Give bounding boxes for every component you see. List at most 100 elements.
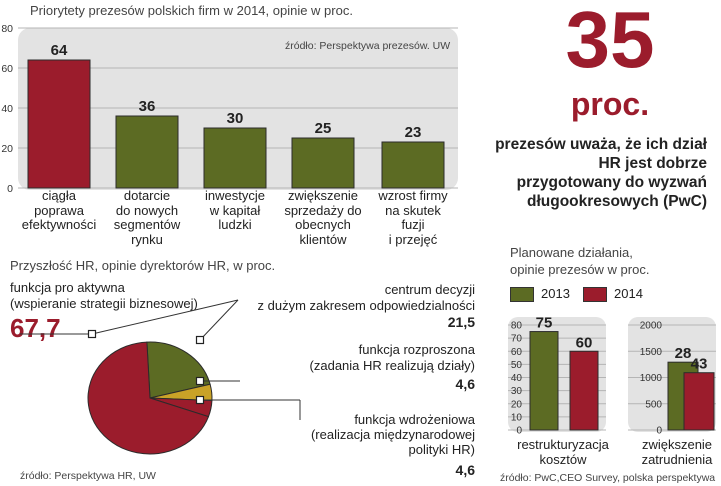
- headline-unit: proc.: [570, 86, 650, 122]
- chart1-category-line: klientów: [299, 231, 347, 247]
- chart1-bar: [381, 141, 445, 189]
- headline-text: prezesów uważa, że ich dział HR jest dob…: [495, 135, 707, 211]
- pie-value-decision: 21,5: [447, 314, 475, 330]
- chart3-legend: 2013 2014: [510, 285, 660, 305]
- chart3-ytick-label: 40: [511, 373, 523, 384]
- chart1-plot: 0 20 40 60 80 64 36 30 25 23: [1, 23, 458, 195]
- chart1-category-label: dotarcie do nowych segmentów rynku: [97, 188, 197, 247]
- chart1-category-line: do nowych: [115, 202, 179, 218]
- chart1-category-line: ciągła: [42, 188, 76, 203]
- chart1-ytick-label: 40: [1, 103, 13, 115]
- chart1-category-label: zwiększenie sprzedaży do obecnych klientów: [273, 188, 373, 247]
- pie-label-implementation-line2: (realizacja międzynarodowej: [310, 427, 475, 442]
- pie-label-distributed: funkcja rozproszona (zadania HR realizuj…: [310, 342, 475, 374]
- pie-value-proactive: 67,7: [10, 313, 61, 343]
- chart3-category-2-line2: zatrudnienia: [641, 452, 713, 467]
- chart3-bar: [683, 372, 715, 431]
- chart3-ytick-label: 0: [516, 426, 522, 437]
- chart1-category-label: wzrost firmy na skutek fuzji i przejęć: [363, 188, 463, 247]
- chart3-title-line1: Planowane działania,: [510, 245, 633, 260]
- chart1-category-label: inwestycje w kapitał ludzki: [185, 188, 285, 233]
- leader-decision-connector: [199, 299, 239, 341]
- headline-number: 35: [565, 0, 655, 84]
- headline-line1: prezesów uważa, że ich dział: [495, 136, 707, 153]
- chart3-ytick-label: 500: [645, 399, 662, 410]
- chart1-ytick-label: 20: [1, 143, 13, 155]
- pie-label-decision: centrum decyzji z dużym zakresem odpowie…: [258, 282, 475, 314]
- chart3-title: Planowane działania, opinie prezesów w p…: [510, 244, 649, 278]
- chart1-category-line: fuzji: [401, 217, 425, 232]
- chart3-value-label: 43: [691, 356, 708, 373]
- chart3-bar: [529, 331, 559, 431]
- chart1-ytick-label: 80: [1, 23, 13, 35]
- pie-marker: [195, 395, 205, 405]
- chart1-value-label: 64: [51, 42, 68, 59]
- legend-swatch-2013: [510, 287, 534, 302]
- chart1-category-line: zwiększenie: [287, 188, 359, 203]
- headline-line2: HR jest dobrze: [598, 155, 707, 172]
- chart1-category-line: segmentów: [113, 217, 181, 232]
- chart3-ytick-label: 0: [656, 426, 662, 437]
- chart3-ytick-label: 60: [511, 347, 523, 358]
- chart1-category-line: ludzki: [218, 217, 252, 232]
- pie-slice: [146, 341, 211, 399]
- chart2-source: źródło: Perspektywa HR, UW: [20, 470, 156, 482]
- chart3-category-1-line1: restrukturyzacja: [517, 437, 609, 452]
- pie-value-distributed: 4,6: [455, 376, 475, 392]
- pie-marker: [87, 329, 97, 339]
- chart1-value-label: 30: [227, 110, 244, 127]
- pie-label-proactive-line2: (wspieranie strategii biznesowej): [10, 296, 198, 311]
- pie-label-proactive: funkcja pro aktywna (wspieranie strategi…: [10, 280, 198, 312]
- pie-label-implementation-line3: polityki HR): [408, 442, 475, 457]
- chart1-category-label: ciągła poprawa efektywności: [9, 188, 109, 233]
- chart3-ytick-label: 20: [511, 399, 523, 410]
- chart1-category-line: na skutek: [385, 202, 441, 218]
- pie-label-proactive-line1: funkcja pro aktywna: [10, 280, 125, 295]
- chart1-value-label: 23: [405, 124, 422, 141]
- pie-label-distributed-line1: funkcja rozproszona: [358, 342, 475, 357]
- chart3-ytick-label: 1000: [640, 373, 663, 384]
- chart3-ytick-label: 30: [511, 386, 523, 397]
- pie-chart: [20, 299, 301, 455]
- headline-line3: przygotowany do wyzwań: [516, 174, 707, 191]
- pie-marker: [195, 376, 205, 386]
- chart3-category-2: zwiększenie zatrudnienia: [632, 437, 721, 467]
- headline-line4: długookresowych (PwC): [527, 193, 707, 210]
- chart3-ytick-label: 80: [511, 321, 523, 332]
- chart1-category-line: inwestycje: [205, 188, 265, 203]
- chart1-value-label: 36: [139, 98, 156, 115]
- chart3-value-label: 75: [536, 315, 553, 332]
- chart3-value-label: 28: [675, 345, 692, 362]
- pie-label-decision-line1: centrum decyzji: [384, 282, 475, 297]
- pie-marker: [195, 335, 205, 345]
- chart1-category-line: i przejęć: [388, 231, 438, 247]
- chart3-ytick-label: 70: [511, 334, 523, 345]
- pie-label-distributed-line2: (zadania HR realizują działy): [309, 358, 475, 373]
- pie-value-implementation: 4,6: [455, 462, 475, 478]
- chart1-value-label: 25: [315, 120, 332, 137]
- chart1-source: źródło: Perspektywa prezesów. UW: [285, 40, 451, 52]
- chart3-ytick-label: 10: [511, 412, 523, 423]
- legend-label-2013: 2013: [541, 286, 570, 301]
- chart2-title: Przyszłość HR, opinie dyrektorów HR, w p…: [10, 258, 276, 273]
- chart1-category-line: efektywności: [21, 217, 97, 232]
- chart3-bar: [569, 350, 599, 431]
- chart1-bar: [115, 115, 179, 189]
- chart3-source: źródło: PwC,CEO Survey, polska perspekty…: [500, 472, 716, 484]
- chart1-category-line: sprzedaży do: [284, 202, 362, 218]
- legend-label-2014: 2014: [614, 286, 643, 301]
- chart1-ytick-label: 60: [1, 63, 13, 75]
- chart1-category-line: dotarcie: [123, 188, 171, 203]
- chart3-title-line2: opinie prezesów w proc.: [510, 262, 650, 277]
- chart1-category-line: rynku: [131, 231, 163, 247]
- pie-label-decision-line2: z dużym zakresem odpowiedzialności: [257, 298, 475, 313]
- chart3-ytick-label: 50: [511, 360, 523, 371]
- chart3-category-1: restrukturyzacja kosztów: [508, 437, 618, 467]
- chart3-plot: 0 10 20 30 40 50 60 70 80 0 500 1000 1500 2000 75 60 284…: [508, 315, 716, 437]
- chart3-ytick-label: 2000: [640, 321, 663, 332]
- chart1-category-line: poprawa: [34, 202, 84, 218]
- chart1-category-line: w kapitał: [209, 202, 261, 218]
- chart1-bar: [27, 59, 91, 189]
- pie-label-implementation: funkcja wdrożeniowa (realizacja międzyna…: [311, 412, 475, 457]
- chart1-bar: [291, 137, 355, 189]
